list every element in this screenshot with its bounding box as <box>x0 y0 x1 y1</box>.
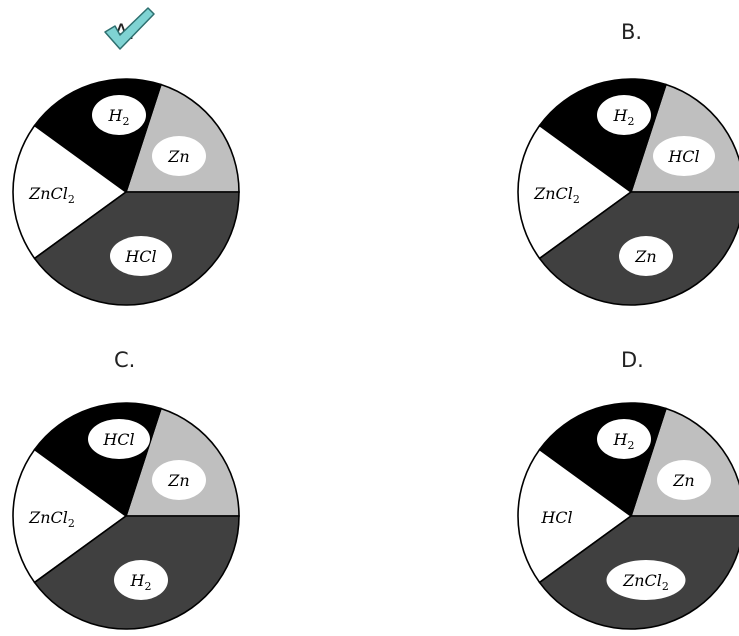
option-a-slice-white <box>12 124 128 260</box>
option-d-label-dark: ZnCl2 <box>622 571 669 593</box>
option-c-label-bubble-black <box>88 419 150 459</box>
option-b-label-white: ZnCl2 <box>533 184 580 206</box>
option-b-label-dark: Zn <box>634 247 656 266</box>
option-b-label-bubble-dark <box>619 236 673 276</box>
option-c-label-white: ZnCl2 <box>28 508 75 530</box>
option-c-label-bubble-dark <box>114 560 168 600</box>
option-b-letter: B. <box>621 20 643 44</box>
option-c-slice-white <box>12 448 128 584</box>
option-c-pie-chart: Zn HCl ZnCl2 H2 <box>12 402 240 630</box>
option-d-label-bubble-light <box>657 460 711 500</box>
option-b-slice-white <box>517 124 633 260</box>
option-d-pie-chart: Zn H2 HCl ZnCl2 <box>517 402 739 630</box>
option-d-slice-white <box>517 448 633 584</box>
option-a-label-white: ZnCl2 <box>28 184 75 206</box>
option-d-label-bubble-dark <box>606 560 686 600</box>
option-a-pie-chart: Zn H2 ZnCl2 HCl <box>12 78 240 306</box>
option-b-label-black: H2 <box>613 106 635 128</box>
option-b-label-bubble-light <box>653 136 715 176</box>
option-d-label-white: HCl <box>540 508 572 527</box>
option-c-label-dark: H2 <box>130 571 152 593</box>
option-a-label-bubble-dark <box>110 236 172 276</box>
option-b-pie-chart: HCl H2 ZnCl2 Zn <box>517 78 739 306</box>
option-d-label-bubble-black <box>597 419 651 459</box>
option-a-label-light: Zn <box>167 147 189 166</box>
option-a-label-black: H2 <box>108 106 130 128</box>
option-a-label-dark: HCl <box>124 247 156 266</box>
option-c-letter: C. <box>114 348 136 372</box>
checkmark-icon <box>104 7 155 50</box>
option-d-letter: D. <box>621 348 644 372</box>
option-c[interactable]: C. Zn HCl ZnCl2 H2 <box>0 318 260 630</box>
option-b-label-light: HCl <box>667 147 699 166</box>
option-d-label-black: H2 <box>613 430 635 452</box>
option-d[interactable]: D. Zn H2 HCl ZnCl2 <box>505 318 739 630</box>
option-a-label-bubble-light <box>152 136 206 176</box>
option-a-label-bubble-black <box>92 95 146 135</box>
option-c-label-light: Zn <box>167 471 189 490</box>
option-d-label-light: Zn <box>672 471 694 490</box>
option-c-label-bubble-light <box>152 460 206 500</box>
option-c-label-black: HCl <box>102 430 134 449</box>
option-b-label-bubble-black <box>597 95 651 135</box>
option-b[interactable]: B. HCl H2 ZnCl2 Zn <box>505 0 739 310</box>
